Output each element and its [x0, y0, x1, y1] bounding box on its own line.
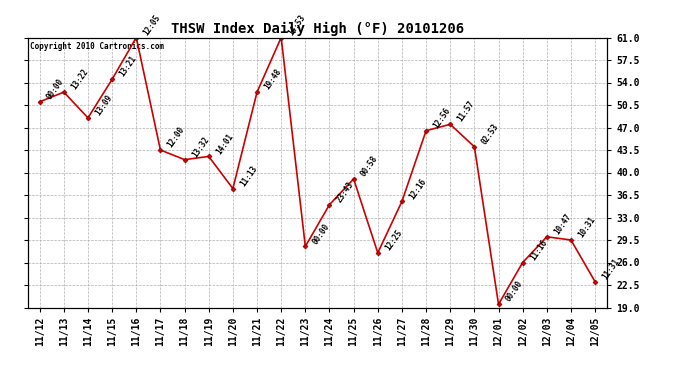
Text: 12:16: 12:16	[408, 177, 428, 201]
Text: 13:09: 13:09	[94, 93, 114, 117]
Text: 19:48: 19:48	[263, 67, 283, 92]
Text: 02:53: 02:53	[480, 122, 500, 146]
Text: 14:01: 14:01	[215, 132, 235, 156]
Text: 11:13: 11:13	[239, 164, 259, 188]
Text: 00:00: 00:00	[46, 77, 66, 101]
Text: Copyright 2010 Cartronics.com: Copyright 2010 Cartronics.com	[30, 42, 165, 51]
Text: 00:58: 00:58	[359, 154, 380, 178]
Text: 14:53: 14:53	[287, 13, 307, 37]
Text: 11:31: 11:31	[601, 257, 621, 281]
Text: 00:00: 00:00	[311, 222, 331, 246]
Text: 12:05: 12:05	[142, 13, 162, 37]
Text: 00:00: 00:00	[504, 279, 524, 303]
Text: 13:21: 13:21	[118, 54, 138, 78]
Title: THSW Index Daily High (°F) 20101206: THSW Index Daily High (°F) 20101206	[171, 22, 464, 36]
Text: 11:16: 11:16	[529, 238, 549, 262]
Text: 12:25: 12:25	[384, 228, 404, 252]
Text: 23:43: 23:43	[335, 180, 355, 204]
Text: 12:56: 12:56	[432, 106, 452, 130]
Text: 10:31: 10:31	[577, 215, 597, 239]
Text: 13:22: 13:22	[70, 67, 90, 92]
Text: 11:57: 11:57	[456, 99, 476, 123]
Text: 13:32: 13:32	[190, 135, 210, 159]
Text: 12:00: 12:00	[166, 125, 186, 149]
Text: 10:47: 10:47	[553, 212, 573, 236]
